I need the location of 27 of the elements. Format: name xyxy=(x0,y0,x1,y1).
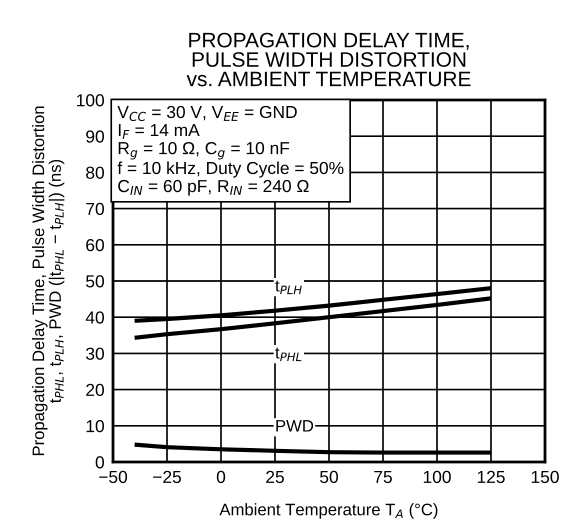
x-tick-label: 0 xyxy=(216,470,226,484)
x-tick-label: 125 xyxy=(478,470,505,484)
x-tick-label: 100 xyxy=(424,470,451,484)
x-tick-label: 50 xyxy=(320,470,338,484)
x-axis-title: Ambient Temperature T$_{A}$ (°C) xyxy=(219,503,438,519)
x-tick-label: 25 xyxy=(266,470,284,484)
chart-title: PROPAGATION DELAY TIME, PULSE WIDTH DISTORTION vs. AMBIENT TEMPERATURE xyxy=(186,32,471,86)
x-tick-label: −25 xyxy=(153,470,181,484)
x-tick-label: −50 xyxy=(99,470,128,484)
y-tick-label: 20 xyxy=(86,384,104,396)
series-label: PWD xyxy=(276,420,314,432)
series-label: t$_{PLH}$ xyxy=(275,280,302,294)
y-tick-label: 30 xyxy=(86,348,104,360)
y-tick-label: 10 xyxy=(86,420,104,432)
text: Propagation Delay Time, Pulse Width Distortion t$_{PHL}$, t$_{PLH}$, PWD (|t$_{PHL}$ − t$_{PLH}$|) (ns) xyxy=(32,106,64,456)
y-tick-label: 80 xyxy=(86,166,104,179)
y-tick-label: 70 xyxy=(86,202,104,216)
y-tick-label: 90 xyxy=(86,130,104,143)
y-tick-label: 60 xyxy=(86,238,104,252)
x-tick-label: 75 xyxy=(374,470,392,484)
y-tick-label: 50 xyxy=(86,275,104,288)
x-tick-label: 150 xyxy=(532,470,559,484)
y-tick-label: 40 xyxy=(86,311,104,324)
y-tick-label: 100 xyxy=(77,94,104,106)
series-label: t$_{PHL}$ xyxy=(275,348,302,362)
y-tick-label: 0 xyxy=(96,456,104,468)
text: V$_{CC}$ = 30 V, V$_{EE}$ = GND I$_{F}$ = 14 mA R$_{g}$ = 10 Ω, C$_{g}$ = 10 nF f = 10 kHz, Duty Cycle = 50% C$_{IN}$ = 60 pF, R$_{IN}$ = 240 Ω xyxy=(117,106,344,196)
